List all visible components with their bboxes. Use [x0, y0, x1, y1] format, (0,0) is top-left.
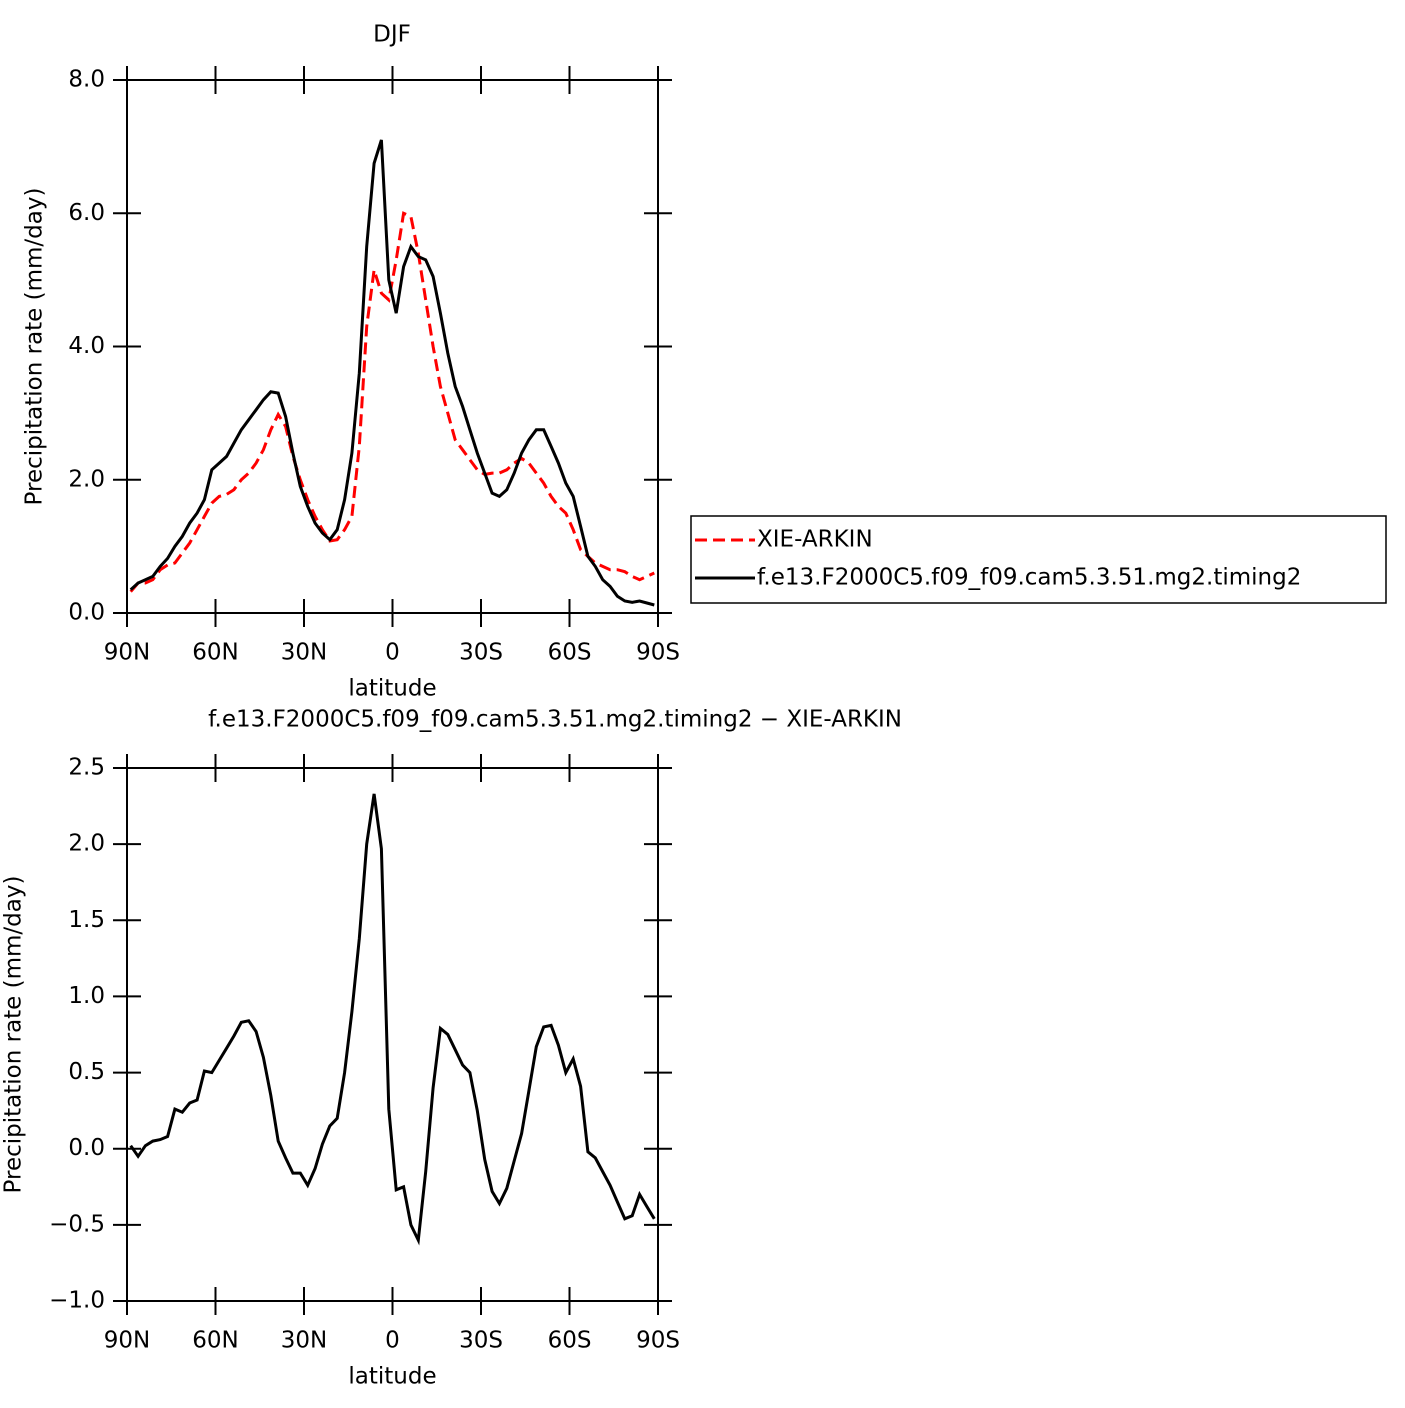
- x-tick-label: 60S: [548, 640, 592, 666]
- y-tick-label: −0.5: [49, 1211, 105, 1237]
- x-tick-label: 30S: [459, 640, 503, 666]
- x-tick-label: 60S: [548, 1328, 592, 1354]
- x-tick-label: 0: [385, 640, 400, 666]
- data-line: [129, 211, 655, 593]
- y-tick-label: 1.5: [68, 907, 105, 933]
- x-tick-label: 90N: [104, 1328, 150, 1354]
- y-tick-label: 6.0: [68, 200, 105, 226]
- x-tick-label: 60N: [192, 640, 238, 666]
- y-tick-label: 2.0: [68, 831, 105, 857]
- x-tick-label: 30N: [281, 640, 327, 666]
- legend-label: XIE-ARKIN: [757, 527, 873, 553]
- x-tick-label: 90N: [104, 640, 150, 666]
- y-tick-label: 0.0: [68, 600, 105, 626]
- x-tick-label: 90S: [636, 1328, 680, 1354]
- plot-frame: [126, 767, 659, 1302]
- plot-frame: [126, 79, 659, 614]
- y-tick-label: 4.0: [68, 333, 105, 359]
- legend-box: [690, 515, 1387, 604]
- y-axis-label: Precipitation rate (mm/day): [1, 876, 27, 1194]
- chart-title: DJF: [373, 22, 411, 48]
- data-line: [129, 139, 655, 607]
- y-tick-label: 2.5: [68, 755, 105, 781]
- chart-title: f.e13.F2000C5.f09_f09.cam5.3.51.mg2.timi…: [208, 707, 902, 733]
- x-axis-label: latitude: [348, 1364, 436, 1390]
- legend-label: f.e13.F2000C5.f09_f09.cam5.3.51.mg2.timi…: [757, 565, 1301, 591]
- x-tick-label: 0: [385, 1328, 400, 1354]
- x-tick-label: 60N: [192, 1328, 238, 1354]
- y-tick-label: 1.0: [68, 983, 105, 1009]
- x-tick-label: 30S: [459, 1328, 503, 1354]
- x-axis-label: latitude: [348, 676, 436, 702]
- y-tick-label: 8.0: [68, 67, 105, 93]
- y-tick-label: −1.0: [49, 1288, 105, 1314]
- y-tick-label: 0.5: [68, 1059, 105, 1085]
- y-tick-label: 0.0: [68, 1135, 105, 1161]
- y-tick-label: 2.0: [68, 466, 105, 492]
- y-axis-label: Precipitation rate (mm/day): [22, 188, 48, 506]
- x-tick-label: 90S: [636, 640, 680, 666]
- data-line: [129, 793, 656, 1246]
- x-tick-label: 30N: [281, 1328, 327, 1354]
